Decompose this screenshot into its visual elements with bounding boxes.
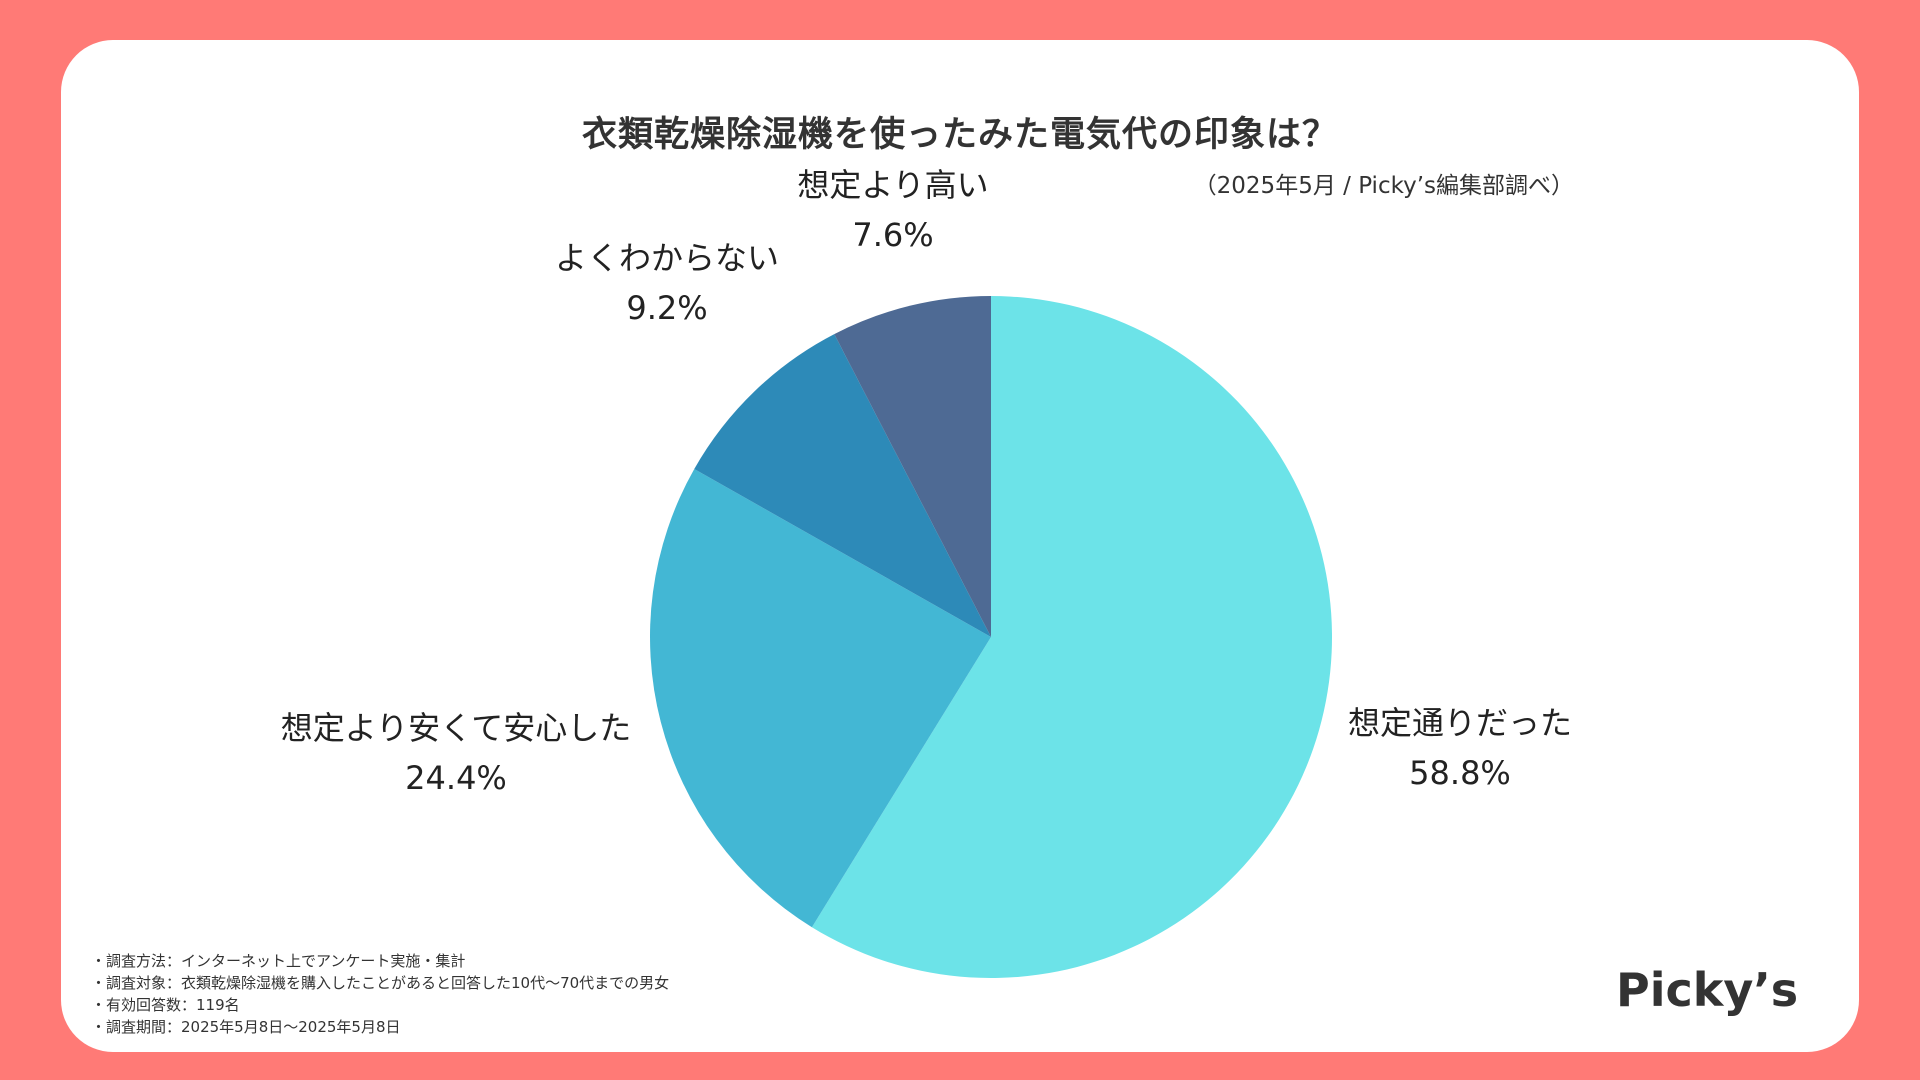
slice-value-3: 9.2% xyxy=(626,289,707,327)
pie-labels: 想定通りだった 58.8% 想定より安くて安心した 24.4% よくわからない 9.2% 想… xyxy=(281,166,1572,797)
slice-value-2: 24.4% xyxy=(405,759,507,797)
slice-label-2: 想定より安くて安心した xyxy=(281,709,631,747)
pickys-logo: Picky’s xyxy=(1616,963,1799,1017)
pie-slice-3 xyxy=(694,334,991,637)
survey-notes: ・調査方法：インターネット上でアンケート実施・集計 ・調査対象：衣類乾燥除湿機を… xyxy=(91,950,669,1038)
slice-value-1: 58.8% xyxy=(1409,754,1511,792)
slice-value-4: 7.6% xyxy=(852,216,933,254)
note-responses: ・有効回答数：119名 xyxy=(91,996,240,1014)
pie-slices xyxy=(650,296,1333,979)
slice-label-1: 想定通りだった xyxy=(1348,704,1572,742)
pie-slice-1 xyxy=(811,296,1333,979)
chart-title: 衣類乾燥除湿機を使ったみた電気代の印象は？ xyxy=(581,115,1338,155)
note-target: ・調査対象：衣類乾燥除湿機を購入したことがあると回答した10代〜70代までの男女 xyxy=(91,974,670,992)
note-period: ・調査期間：2025年5月8日〜2025年5月8日 xyxy=(91,1018,401,1036)
note-method: ・調査方法：インターネット上でアンケート実施・集計 xyxy=(91,952,466,970)
slice-label-3: よくわからない xyxy=(555,239,779,277)
pie-slice-4 xyxy=(834,296,991,637)
pie-slice-2 xyxy=(650,468,991,928)
source-note: （2025年5月 / Picky’s編集部調べ） xyxy=(1193,173,1574,199)
slice-label-4: 想定より高い xyxy=(797,166,988,204)
